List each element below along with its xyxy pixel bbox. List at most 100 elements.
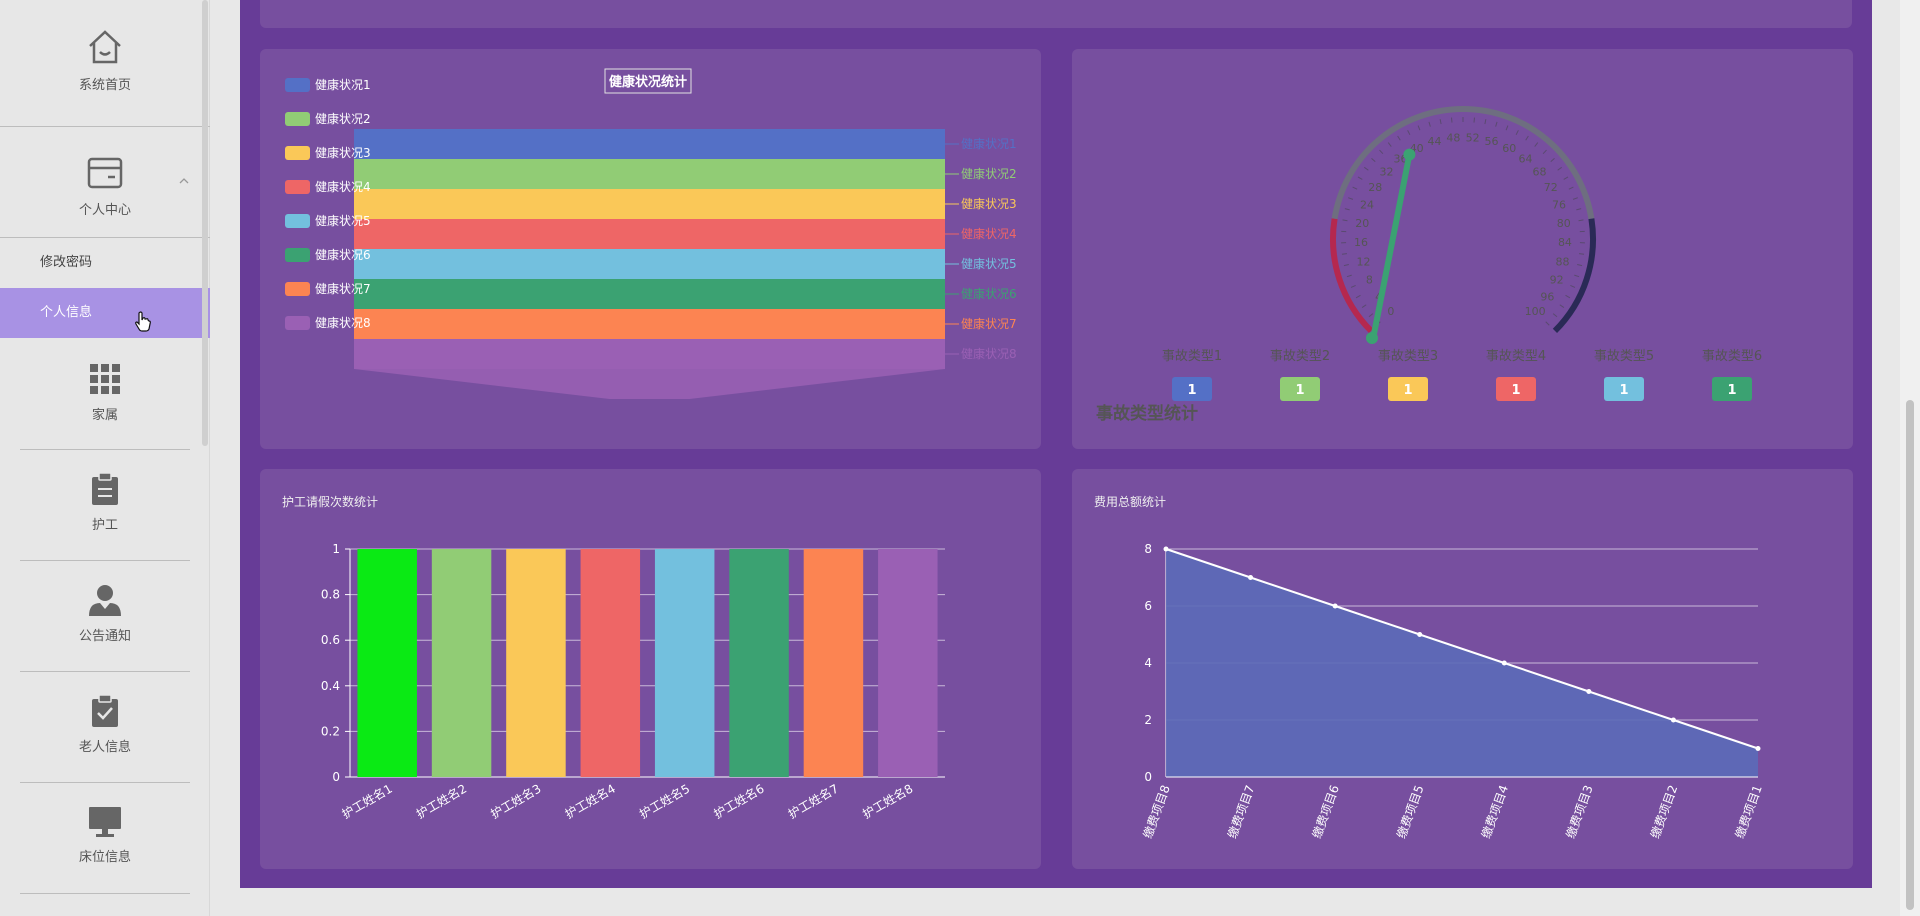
y-tick-label: 4 — [1144, 656, 1152, 670]
gauge-series-name: 事故类型2 — [1270, 349, 1330, 364]
x-tick-label: 缴费项目4 — [1478, 783, 1511, 840]
sidebar-item-family[interactable]: 家属 — [0, 362, 210, 423]
sidebar-subitem-change-password[interactable]: 修改密码 — [0, 238, 210, 288]
bar — [803, 549, 864, 777]
gauge-tick — [1552, 313, 1558, 318]
funnel-segment — [354, 339, 945, 369]
x-tick-label: 缴费项目5 — [1393, 783, 1426, 840]
divider — [20, 449, 190, 450]
y-tick-label: 8 — [1144, 542, 1152, 556]
accident-type-panel: 0481216202428323640444852566064687276808… — [1072, 49, 1853, 449]
gauge-tick — [1350, 285, 1356, 288]
gauge-tick — [1565, 294, 1571, 299]
gauge-tick — [1550, 157, 1555, 163]
chart-title-box — [604, 68, 692, 94]
gauge-series-badge — [1496, 377, 1536, 401]
funnel-label: 健康状况1 — [961, 136, 1017, 151]
home-icon — [89, 30, 121, 64]
gauge-tick-label: 76 — [1552, 198, 1566, 211]
gauge-series-name: 事故类型5 — [1594, 349, 1654, 364]
area-fill — [1166, 549, 1758, 777]
y-tick-label: 0.4 — [321, 679, 340, 693]
y-tick-label: 2 — [1144, 713, 1152, 727]
sidebar-item-caregiver[interactable]: 护工 — [0, 472, 210, 533]
sidebar-item-home[interactable]: 系统首页 — [0, 28, 210, 93]
leave-count-panel: 护工请假次数统计 0 0.2 0.4 0.6 0.8 1 护工姓名1 护工姓名2 护工姓名3 护工姓… — [260, 469, 1041, 869]
x-tick-label: 护工姓名4 — [562, 781, 618, 822]
x-tick-label: 护工姓名3 — [488, 781, 544, 822]
x-tick-label: 护工姓名2 — [413, 781, 469, 822]
legend-swatch — [285, 214, 310, 228]
gauge-series-badge — [1280, 377, 1320, 401]
gauge-tick — [1577, 264, 1583, 267]
gauge-tick — [1484, 119, 1487, 125]
sidebar-subitem-personal-info[interactable]: 个人信息 — [0, 288, 210, 338]
x-tick-label: 缴费项目7 — [1224, 783, 1257, 840]
sidebar-item-personal-center[interactable]: 个人中心 — [0, 155, 210, 218]
gauge-series-value: 1 — [1727, 383, 1736, 398]
data-point — [1670, 717, 1676, 723]
gauge-tick-label: 80 — [1557, 217, 1571, 230]
funnel-segment — [354, 189, 945, 219]
gauge-series-name: 事故类型1 — [1162, 349, 1222, 364]
gauge-tick — [1355, 294, 1361, 299]
funnel-label: 健康状况4 — [961, 226, 1017, 241]
gauge-series-value: 1 — [1187, 383, 1196, 398]
gauge-tick-label: 12 — [1356, 255, 1370, 268]
chart-title: 健康状况统计 — [609, 74, 687, 90]
funnel-segment — [354, 249, 945, 279]
gauge-tick — [1352, 186, 1358, 190]
x-tick-label: 护工姓名8 — [860, 781, 916, 822]
divider — [0, 126, 210, 127]
x-tick-label: 缴费项目1 — [1732, 783, 1765, 840]
gauge-tick — [1346, 274, 1352, 278]
data-point — [1501, 660, 1507, 666]
gauge-tick-label: 20 — [1355, 217, 1369, 230]
gauge-tick — [1505, 125, 1509, 131]
gauge-tick-label: 28 — [1368, 181, 1382, 194]
chevron-up-icon[interactable] — [178, 176, 190, 186]
gauge-tick — [1348, 197, 1354, 200]
gauge-tick — [1371, 157, 1376, 163]
gauge-tick-label: 8 — [1366, 274, 1373, 287]
sidebar-item-bed-info[interactable]: 床位信息 — [0, 806, 210, 865]
sidebar-subitem-label: 个人信息 — [40, 305, 93, 320]
gauge-tick-label: 64 — [1519, 152, 1533, 165]
gauge-series-value: 1 — [1511, 383, 1520, 398]
gauge-tick-label: 68 — [1533, 166, 1547, 179]
dashboard: 健康状况统计 健康状况1 健康状况2 健康状况3 健康状况4 健康状况5 健康状况6 健康状况… — [240, 0, 1872, 888]
gauge-tick-label: 16 — [1354, 236, 1368, 249]
gauge-series-value: 1 — [1619, 383, 1628, 398]
gauge-tick-label: 32 — [1379, 166, 1393, 179]
gauge-series-name: 事故类型3 — [1378, 349, 1438, 364]
gauge-tick-label: 72 — [1544, 181, 1558, 194]
x-tick-label: 缴费项目8 — [1140, 783, 1173, 840]
sidebar-item-elder-info[interactable]: 老人信息 — [0, 694, 210, 755]
legend-label: 健康状况1 — [315, 77, 371, 92]
sidebar-item-announcements[interactable]: 公告通知 — [0, 583, 210, 644]
wallet-icon — [87, 157, 123, 189]
x-tick-label: 缴费项目3 — [1563, 783, 1596, 840]
y-tick-label: 0.2 — [321, 724, 340, 738]
funnel-segment — [354, 159, 945, 189]
gauge-tick — [1357, 176, 1363, 180]
data-point — [1755, 746, 1761, 751]
sidebar-scrollbar[interactable] — [202, 0, 208, 446]
gauge-tick — [1574, 274, 1580, 278]
funnel-segment — [354, 309, 945, 339]
chart-title: 事故类型统计 — [1096, 403, 1198, 424]
accident-gauge-chart: 0481216202428323640444852566064687276808… — [1096, 106, 1762, 424]
legend-swatch — [285, 180, 310, 194]
funnel-segment — [354, 129, 945, 159]
window-scrollbar-thumb[interactable] — [1906, 400, 1914, 910]
gauge-series-name: 事故类型4 — [1486, 349, 1546, 364]
gauge-tick — [1341, 253, 1347, 255]
bar — [431, 549, 492, 777]
user-icon — [89, 585, 121, 616]
gauge-tick — [1534, 142, 1539, 147]
sidebar-item-label: 个人中心 — [78, 203, 131, 218]
bar — [654, 549, 715, 777]
gauge-tick — [1407, 130, 1411, 135]
legend-swatch — [285, 248, 310, 262]
clipboard-icon — [92, 472, 118, 505]
